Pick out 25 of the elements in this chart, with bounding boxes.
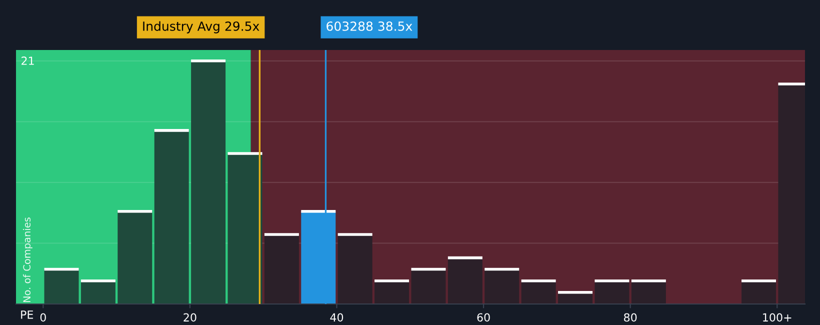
bar	[338, 234, 372, 304]
bar	[154, 130, 189, 304]
bar	[521, 280, 556, 304]
bar	[80, 280, 116, 304]
bar	[742, 280, 776, 304]
bar	[484, 269, 520, 304]
bar	[118, 211, 152, 304]
bar	[228, 154, 262, 304]
bar	[264, 234, 299, 304]
x-axis-title: PE	[21, 310, 34, 319]
bar	[374, 280, 410, 304]
bar	[44, 269, 79, 304]
annotation: 21	[22, 56, 34, 65]
x-tick-label: 60	[477, 313, 490, 322]
bar	[191, 60, 226, 304]
ref-line-label: Industry Avg 29.5x	[143, 21, 260, 34]
bar	[448, 258, 482, 304]
x-tick-label: 0	[40, 313, 46, 322]
x-tick-label: 100+	[763, 313, 792, 322]
ref-line-label: 603288 38.5x	[326, 21, 412, 31]
y-axis-title: No. of Companies	[23, 218, 32, 302]
x-tick-label: 80	[624, 313, 637, 322]
x-tick-label: 40	[330, 313, 344, 322]
x-tick-label: 20	[184, 313, 196, 322]
bar	[411, 269, 446, 304]
